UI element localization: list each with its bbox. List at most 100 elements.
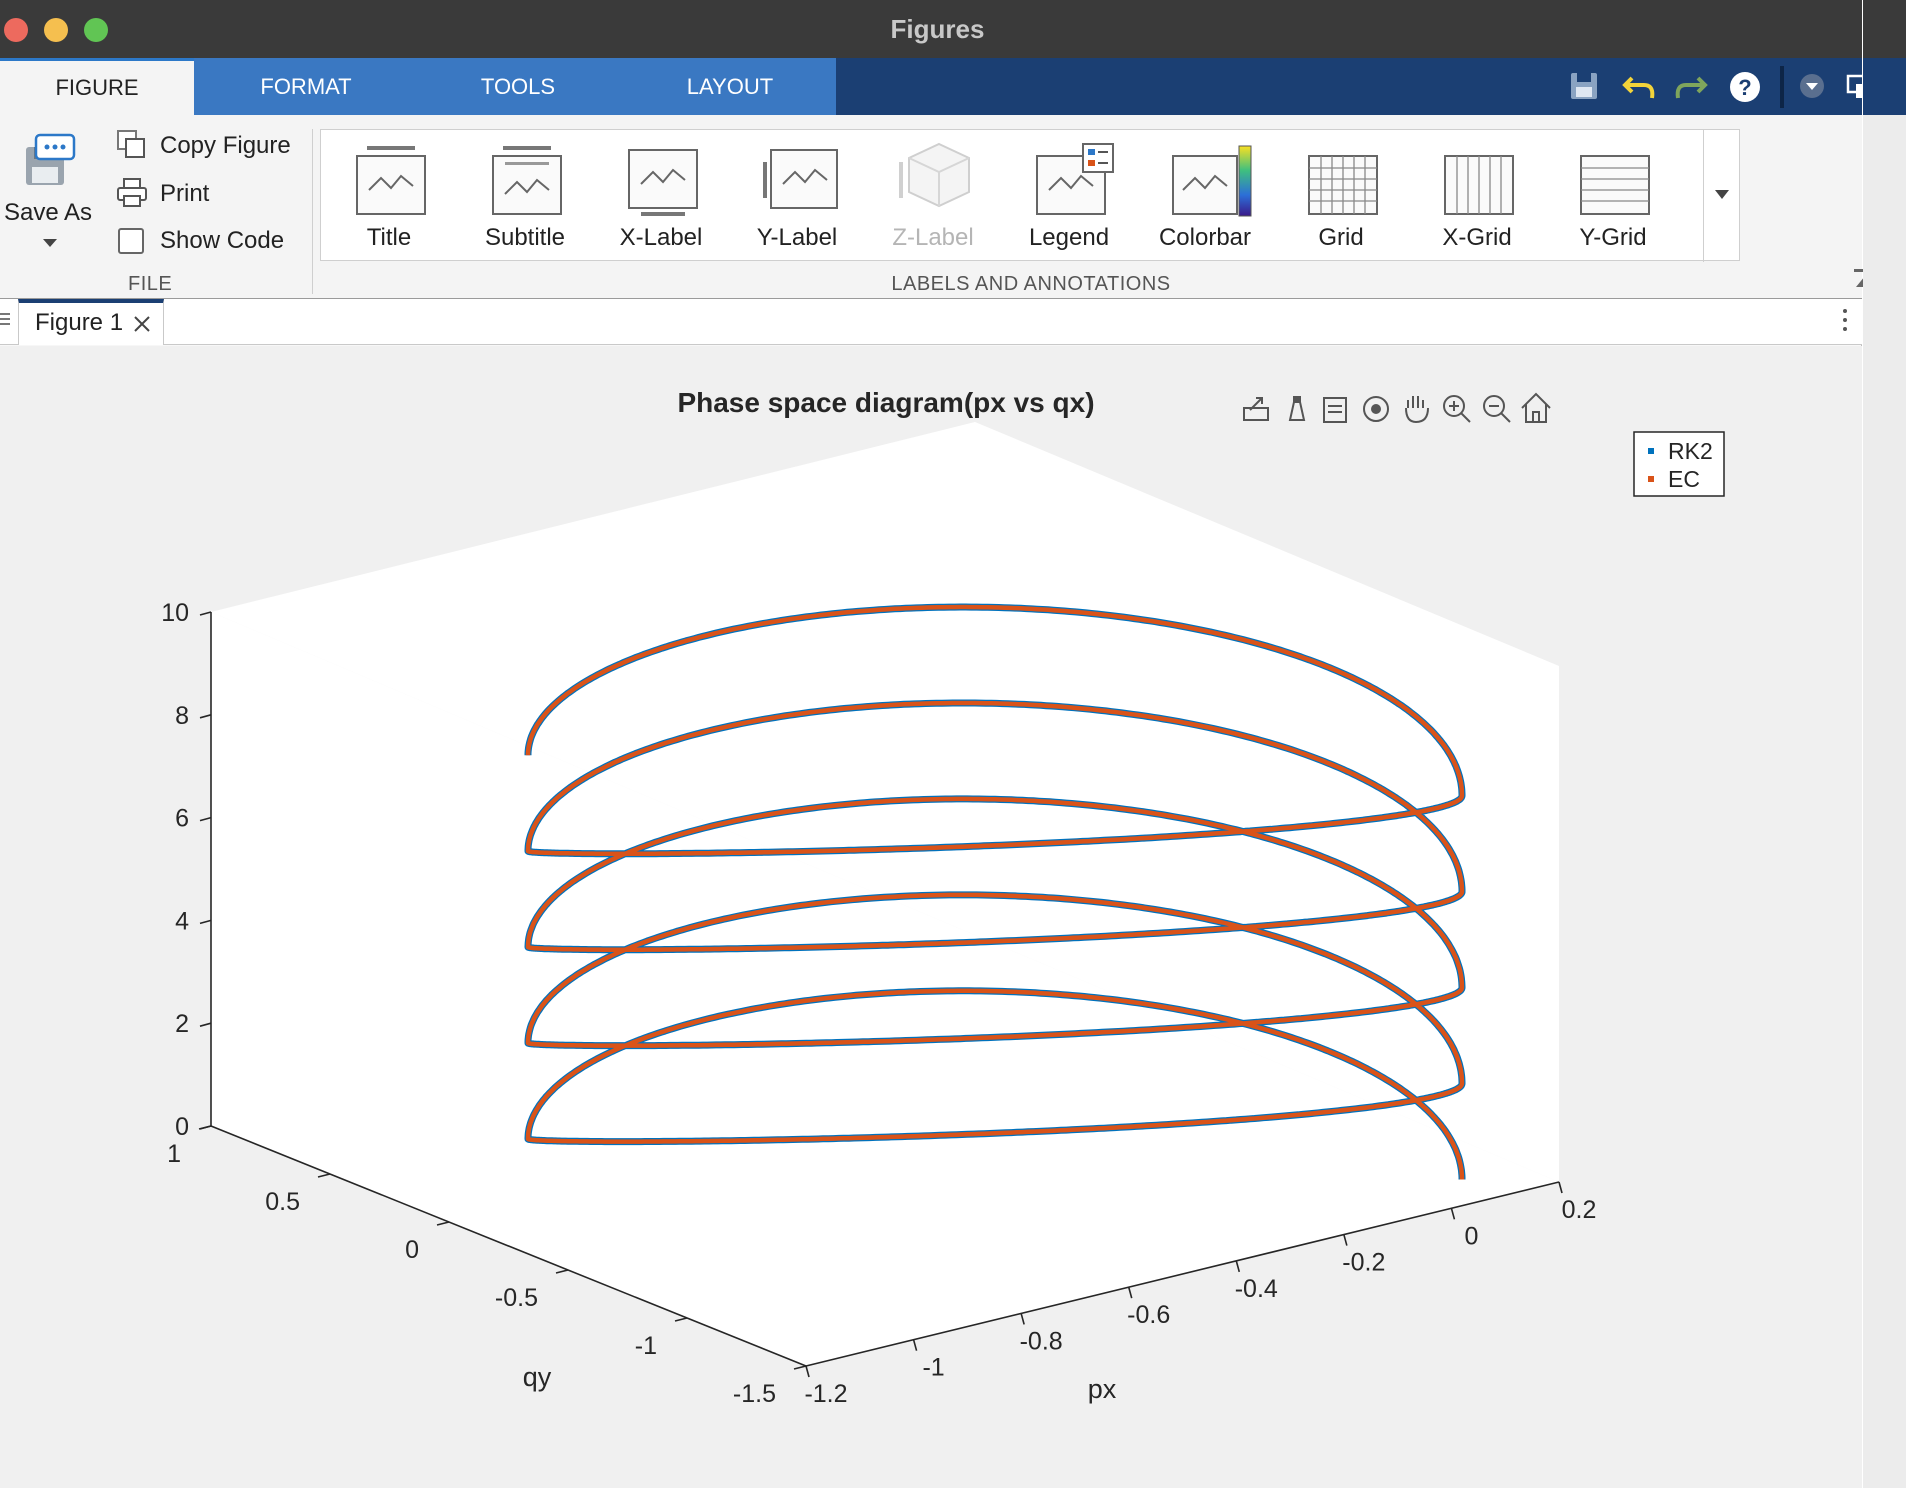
y-tick-label: -1.5 [733,1380,776,1408]
tab-layout[interactable]: LAYOUT [686,74,774,99]
axes-background-lower [211,612,1559,1366]
legend-button[interactable]: Legend [1001,130,1137,262]
y-tick-mark [436,1221,450,1226]
tab-tools[interactable]: TOOLS [480,74,556,99]
copy-figure-icon[interactable] [116,129,148,161]
figure-canvas[interactable]: 0 2 4 6 8 10 -1.5 -1 -0.5 0 0.5 1 -1.2 -1 -0.8 -0.6 -0.4… [0,346,1862,1488]
rotate-icon[interactable] [1363,396,1389,422]
save-as-icon[interactable] [24,133,76,189]
brush-icon[interactable] [1323,397,1347,423]
tab-format[interactable]: FORMAT [260,74,352,99]
z-tick-label: 10 [161,599,189,627]
subtitle-button[interactable]: Subtitle [457,130,593,262]
x-tick-mark [805,1365,810,1378]
x-tick-mark [1235,1260,1241,1273]
zoom-in-icon[interactable] [1443,395,1471,423]
x-grid-button[interactable]: X-Grid [1409,130,1545,262]
help-icon[interactable]: ? [1728,70,1762,104]
grid-button[interactable]: Grid [1273,130,1409,262]
show-code-label[interactable]: Show Code [160,227,285,254]
close-icon[interactable] [133,315,151,333]
y-label-button[interactable]: Y-Label [729,130,865,262]
grid-button-label: Grid [1318,224,1364,251]
y-tick-mark [317,1173,331,1178]
copy-figure-button[interactable]: Copy Figure [160,132,291,159]
x-tick-label: -0.8 [1020,1327,1063,1355]
home-icon[interactable] [1521,392,1551,423]
z-tick-mark [199,714,212,719]
save-as-button[interactable]: Save As [4,199,93,226]
save-icon[interactable] [1568,70,1600,102]
x-tick-mark [1558,1181,1563,1194]
x-tick-mark [1450,1208,1456,1220]
legend-box [1633,431,1725,497]
print-button[interactable]: Print [160,180,210,207]
svg-text:?: ? [1738,75,1751,100]
export-icon[interactable] [1243,397,1269,421]
x-tick-label: -0.2 [1342,1249,1385,1277]
y-grid-icon [1580,155,1650,215]
gallery-divider [1703,130,1704,262]
file-section-label: FILE [128,273,173,295]
x-tick-label: 0 [1464,1222,1478,1250]
y-tick-label: -0.5 [495,1284,538,1312]
axis-lines [210,612,1560,1367]
undo-icon[interactable] [1622,70,1658,102]
redo-icon[interactable] [1672,70,1708,102]
legend-entry-ec: EC [1668,466,1700,492]
zoom-out-icon[interactable] [1483,395,1511,423]
ribbon-panel: Save As Copy Figure Print Show Code FILE [0,115,1876,299]
z-tick-mark [199,611,212,616]
z-tick-label: 2 [175,1010,189,1038]
pan-icon[interactable] [1405,396,1429,424]
legend-marker-ec [1648,476,1654,482]
tab-figure[interactable]: FIGURE [0,58,194,115]
y-tick-label: 1 [167,1140,181,1168]
y-tick-label: 0 [405,1236,419,1264]
title-icon [356,146,426,215]
more-options-icon[interactable] [1842,307,1848,335]
x-tick-label: -1.2 [804,1380,847,1408]
toolbar-options-icon[interactable] [1798,72,1826,100]
x-tick-mark [1127,1286,1133,1299]
y-tick-mark [793,1365,807,1370]
y-grid-button[interactable]: Y-Grid [1545,130,1681,262]
section-divider [312,129,313,294]
x-tick-label: -0.6 [1127,1301,1170,1329]
x-label-button[interactable]: X-Label [593,130,729,262]
gallery-expand-icon[interactable] [1713,188,1731,202]
window-title: Figures [890,14,985,44]
colorbar-button[interactable]: Colorbar [1137,130,1273,262]
ribbon-tabs-background [194,58,836,115]
annotations-section-label: LABELS AND ANNOTATIONS [891,273,1171,295]
printer-icon[interactable] [116,177,148,209]
colorbar-button-label: Colorbar [1158,224,1252,251]
show-code-checkbox[interactable] [118,228,144,254]
z-tick-label: 4 [175,907,189,935]
background-window [1863,0,1906,1488]
tab-list-icon[interactable] [0,313,10,329]
tab-figure-1[interactable]: Figure 1 [18,299,164,345]
document-tab-bar: Figure 1 [0,299,1862,345]
title-bar: Figures [0,0,1862,58]
z-tick-label: 8 [175,702,189,730]
chevron-down-icon[interactable] [42,237,58,249]
legend[interactable]: RK2 EC [1633,431,1725,497]
data-tips-icon[interactable] [1288,396,1306,421]
ticks-layer: 0 2 4 6 8 10 -1.5 -1 -0.5 0 0.5 1 -1.2 -1 -0.8 -0.6 -0.4… [161,599,1596,1408]
z-label-button[interactable]: Z-Label [865,130,1001,262]
y-axis-label: qy [523,1362,552,1392]
minimize-window-button[interactable] [44,18,68,42]
title-button[interactable]: Title [321,130,457,262]
close-window-button[interactable] [4,18,28,42]
legend-entry-rk2: RK2 [1668,438,1713,464]
y-tick-mark [555,1269,569,1274]
zoom-window-button[interactable] [84,18,108,42]
subtitle-icon [492,146,562,215]
legend-button-label: Legend [1028,224,1110,251]
axes-3d[interactable]: 0 2 4 6 8 10 -1.5 -1 -0.5 0 0.5 1 -1.2 -1 -0.8 -0.6 -0.4… [0,346,1862,1488]
y-grid-button-label: Y-Grid [1579,224,1647,251]
x-tick-mark [912,1339,918,1351]
legend-marker-rk2 [1648,448,1654,454]
